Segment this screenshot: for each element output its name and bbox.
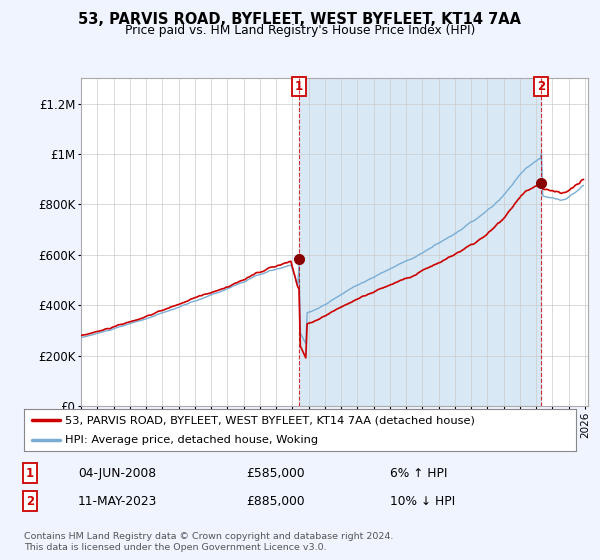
Text: 2: 2 bbox=[538, 80, 545, 93]
Text: 53, PARVIS ROAD, BYFLEET, WEST BYFLEET, KT14 7AA (detached house): 53, PARVIS ROAD, BYFLEET, WEST BYFLEET, … bbox=[65, 415, 475, 425]
Text: 04-JUN-2008: 04-JUN-2008 bbox=[78, 466, 156, 480]
Text: £585,000: £585,000 bbox=[246, 466, 305, 480]
Text: 1: 1 bbox=[26, 466, 34, 480]
Text: 6% ↑ HPI: 6% ↑ HPI bbox=[390, 466, 448, 480]
Text: HPI: Average price, detached house, Woking: HPI: Average price, detached house, Woki… bbox=[65, 435, 319, 445]
Text: Price paid vs. HM Land Registry's House Price Index (HPI): Price paid vs. HM Land Registry's House … bbox=[125, 24, 475, 37]
Text: 1: 1 bbox=[295, 80, 303, 93]
Text: £885,000: £885,000 bbox=[246, 494, 305, 508]
Text: 2: 2 bbox=[26, 494, 34, 508]
Text: 53, PARVIS ROAD, BYFLEET, WEST BYFLEET, KT14 7AA: 53, PARVIS ROAD, BYFLEET, WEST BYFLEET, … bbox=[79, 12, 521, 27]
Text: 11-MAY-2023: 11-MAY-2023 bbox=[78, 494, 157, 508]
Text: Contains HM Land Registry data © Crown copyright and database right 2024.
This d: Contains HM Land Registry data © Crown c… bbox=[24, 532, 394, 552]
Bar bbox=[299, 78, 541, 406]
Text: 10% ↓ HPI: 10% ↓ HPI bbox=[390, 494, 455, 508]
